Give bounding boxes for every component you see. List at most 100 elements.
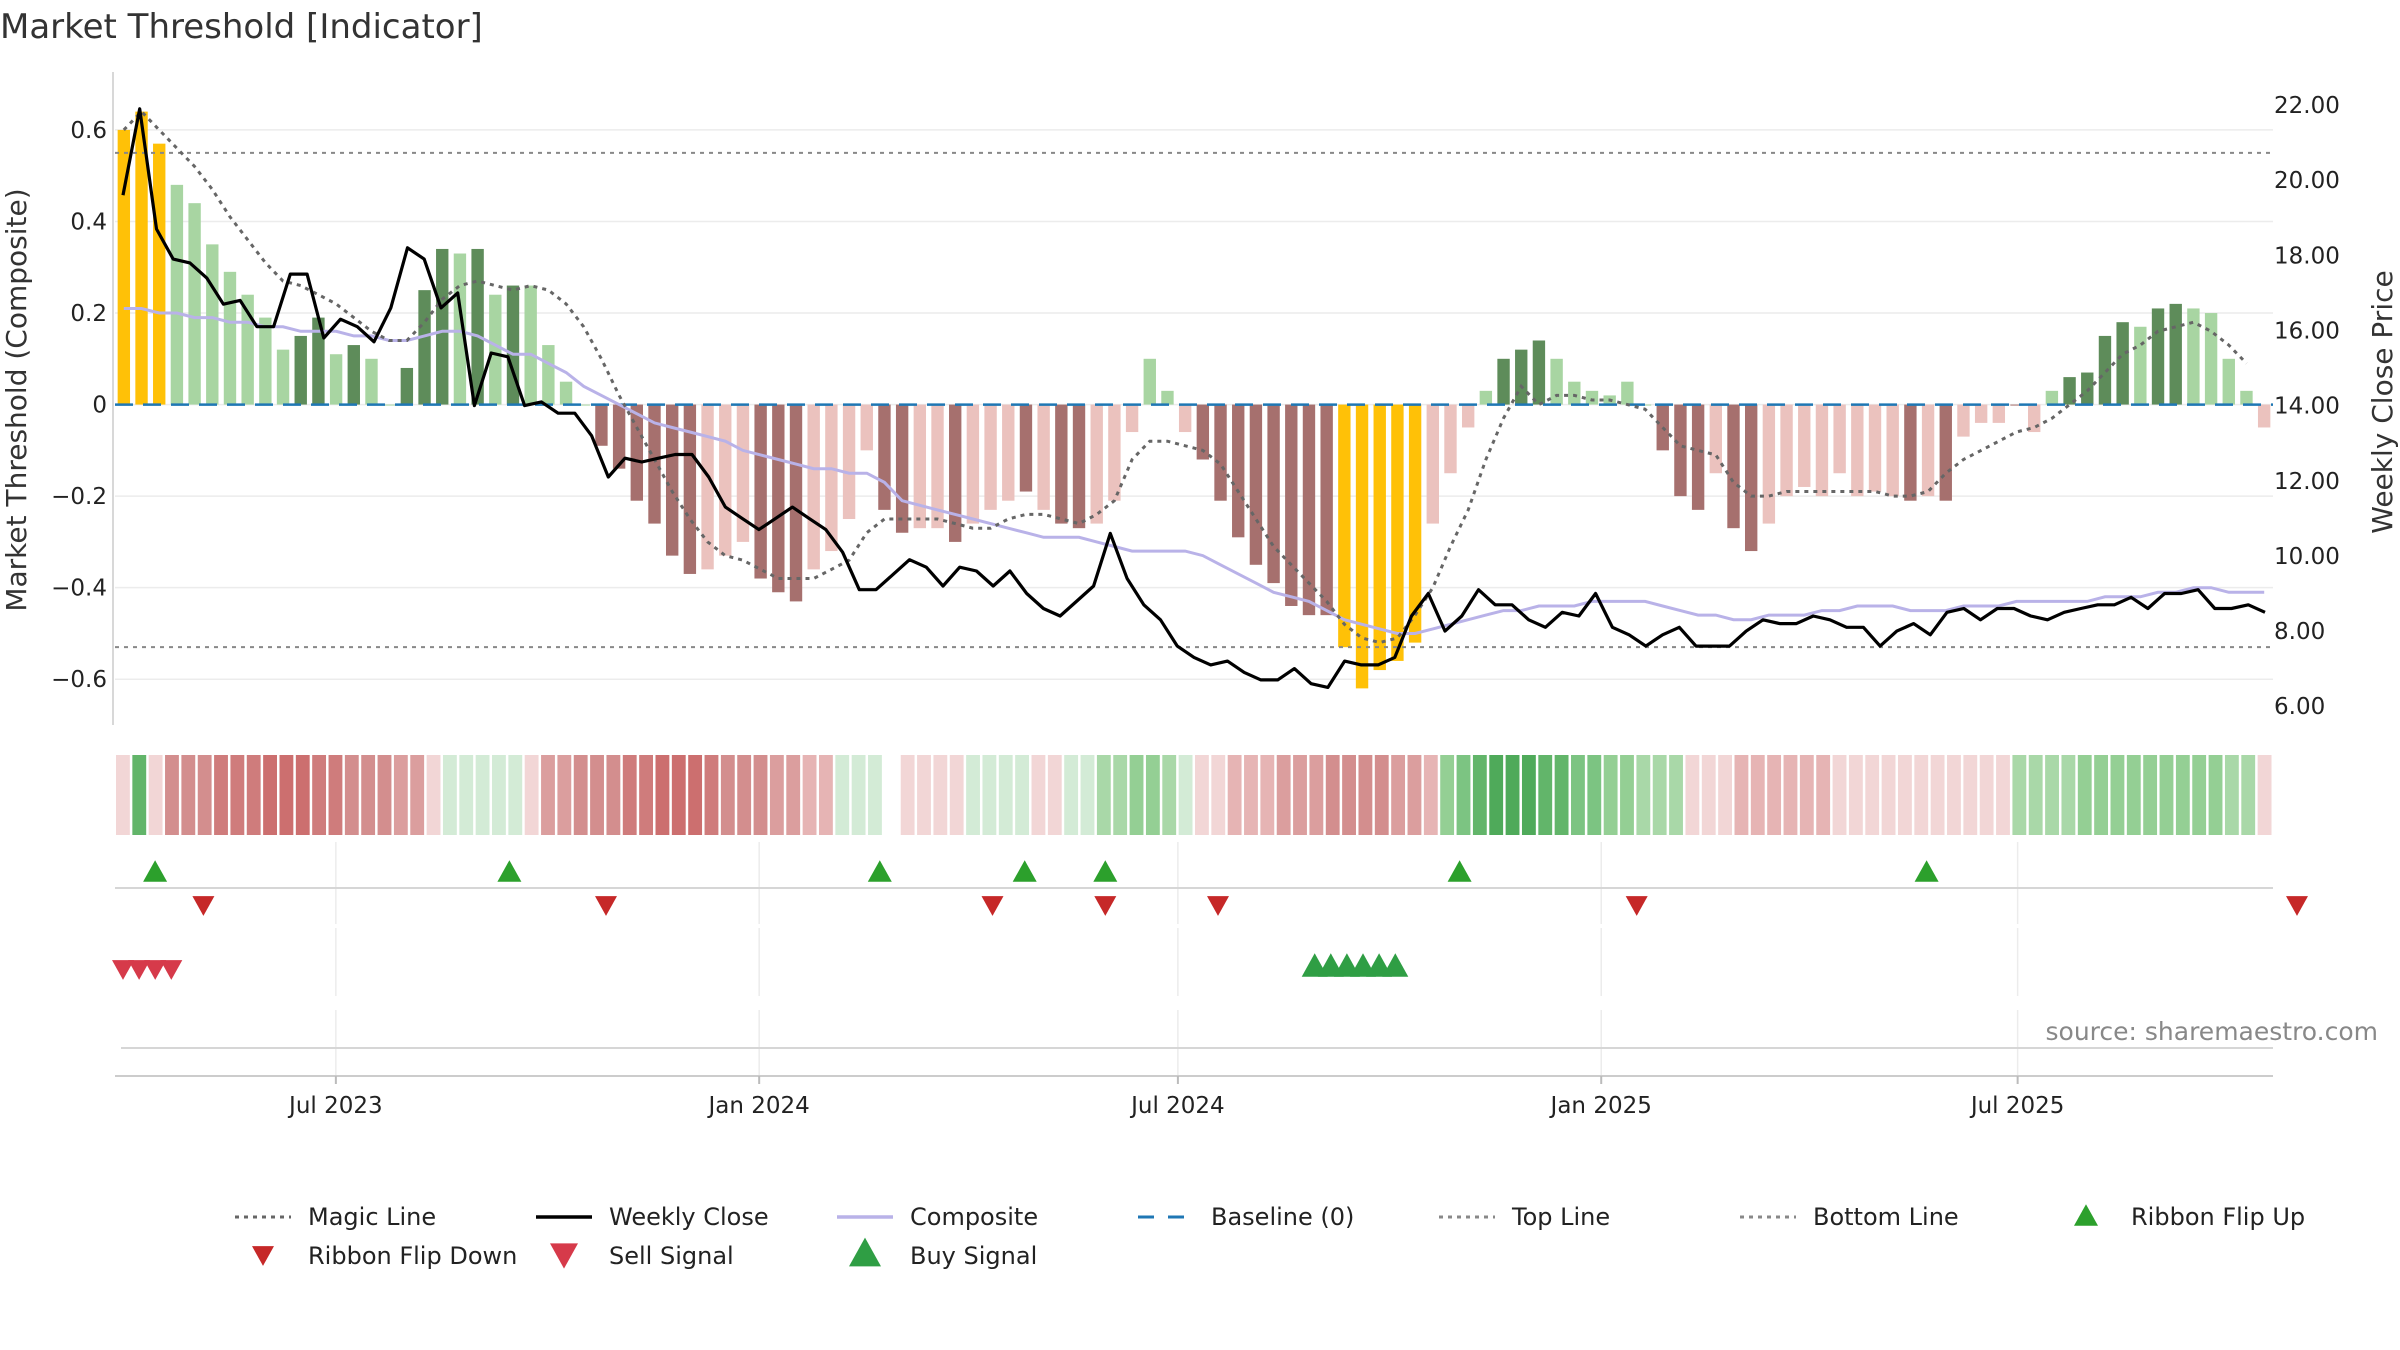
y2-tick-label: 22.00 [2274, 93, 2340, 119]
ribbon-cell [165, 755, 179, 835]
ribbon-flip-up-marker [143, 860, 168, 882]
ribbon-cell [1015, 755, 1030, 835]
y-tick-label: −0.2 [51, 484, 107, 510]
composite-bar [294, 335, 307, 405]
ribbon-cell [246, 755, 261, 835]
buy-signal-marker [1382, 953, 1409, 977]
ribbon-cell [590, 755, 604, 835]
composite-bar [436, 248, 449, 405]
composite-bar [1833, 404, 1846, 474]
ribbon-cell [2224, 755, 2239, 835]
composite-bar [1161, 390, 1174, 405]
source-note: source: sharemaestro.com [2046, 1017, 2379, 1046]
composite-bar [895, 404, 909, 533]
composite-bar [2098, 335, 2112, 405]
composite-bar [329, 354, 343, 405]
composite-bar [595, 404, 608, 446]
composite-bar [1408, 404, 1422, 643]
y2-tick-labels: 22.00 20.00 18.00 16.00 14.00 12.00 10.00 8.00 6… [2274, 93, 2340, 720]
ribbon-cell [1227, 755, 1242, 835]
composite-bar [2134, 326, 2147, 405]
composite-bar [382, 404, 396, 406]
ribbon-cell [704, 755, 719, 835]
x-tick-label: Jul 2025 [1969, 1093, 2065, 1119]
ribbon-cell [949, 755, 964, 835]
ribbon-cell [508, 755, 523, 835]
legend-label: Sell Signal [609, 1242, 734, 1270]
ribbon-cell [541, 755, 555, 835]
ribbon-flip-down-marker [1625, 896, 1648, 916]
composite-bar [648, 404, 661, 524]
legend-label: Ribbon Flip Down [308, 1242, 517, 1270]
ribbon-cell [720, 755, 735, 835]
composite-bar [170, 184, 184, 405]
composite-bar [1461, 404, 1475, 428]
ribbon-cell [1374, 755, 1389, 835]
ribbon-cell [868, 755, 882, 835]
ribbon-cell [769, 755, 784, 835]
composite-bar [807, 404, 820, 570]
composite-bar [1974, 404, 1988, 423]
y2-tick-label: 10.00 [2274, 544, 2340, 570]
ribbon-cell [393, 755, 408, 835]
ribbon-cell [1440, 755, 1455, 835]
composite-bar [312, 317, 325, 405]
composite-bar [1532, 340, 1546, 405]
composite-bar [1355, 404, 1369, 689]
legend-label: Magic Line [308, 1203, 436, 1231]
ribbon-cell [1930, 755, 1945, 835]
ribbon-flip-down-marker [192, 896, 215, 916]
ribbon-cell [442, 755, 457, 835]
composite-bar [1108, 404, 1121, 501]
legend-label: Bottom Line [1813, 1203, 1959, 1231]
ribbon-cell [2257, 755, 2272, 835]
ribbon-cell [328, 755, 343, 835]
legend-label: Weekly Close [609, 1203, 769, 1231]
ribbon-cell [655, 755, 670, 835]
sell-signal-marker [160, 960, 183, 980]
composite-bar [1249, 404, 1263, 565]
x-tick-label: Jan 2025 [1549, 1093, 1652, 1119]
x-tick-label: Jul 2023 [287, 1093, 383, 1119]
ribbon-cell [197, 755, 212, 835]
composite-bar [1267, 404, 1280, 584]
y-tick-label: 0.6 [70, 118, 107, 144]
composite-bar [1780, 404, 1793, 497]
ribbon-cell [982, 755, 997, 835]
y2-tick-label: 14.00 [2274, 394, 2340, 420]
composite-bar [2240, 390, 2253, 405]
composite-bar [206, 244, 219, 405]
ribbon-cell [1113, 755, 1128, 835]
composite-bar [1815, 404, 1829, 497]
legend-swatch [849, 1237, 881, 1267]
legend-item: Ribbon Flip Down [252, 1242, 517, 1270]
ribbon-cell [410, 755, 425, 835]
weekly-close-line [121, 107, 2266, 690]
ribbon-cell [818, 755, 833, 835]
ribbon-cell [279, 755, 294, 835]
ribbon-cell [835, 755, 850, 835]
ribbon-cell [1979, 755, 1994, 835]
composite-bar [1019, 404, 1033, 492]
y2-tick-label: 16.00 [2274, 318, 2340, 344]
composite-bar [683, 404, 697, 574]
composite-bar [2257, 404, 2271, 428]
ribbon-cell [1636, 755, 1651, 835]
ribbon-cell [753, 755, 768, 835]
ribbon-cell [688, 755, 703, 835]
y-tick-label: −0.4 [51, 576, 107, 602]
legend-label: Top Line [1511, 1203, 1610, 1231]
ribbon-flip-down-marker [1207, 896, 1229, 916]
composite-bar [347, 345, 360, 405]
ribbon-cell [1391, 755, 1406, 835]
composite-bar [489, 294, 502, 405]
y2-tick-label: 18.00 [2274, 243, 2340, 269]
composite-bar [1992, 404, 2006, 423]
composite-bar [365, 358, 378, 405]
y-axis-label: Market Threshold (Composite) [0, 188, 33, 611]
composite-bar [1426, 404, 1439, 524]
ribbon-cell [377, 755, 392, 835]
ribbon-cell [1309, 755, 1324, 835]
composite-bars [117, 111, 2271, 689]
